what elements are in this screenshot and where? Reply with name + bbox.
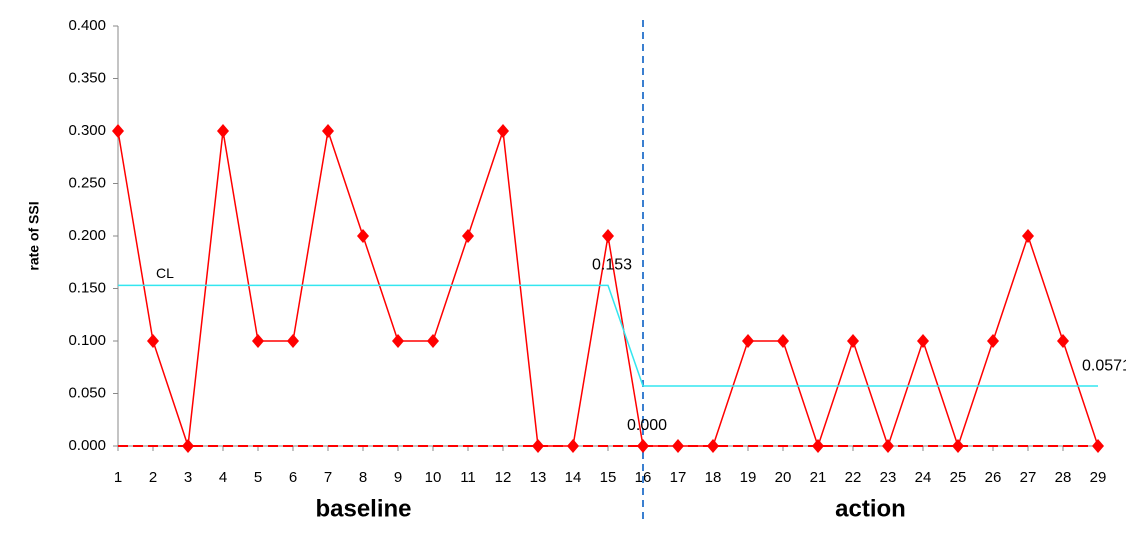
- data-point: [287, 334, 299, 348]
- x-tick-label: 14: [565, 469, 582, 486]
- x-tick-label: 11: [460, 469, 476, 486]
- value-label: 0.0571: [1082, 357, 1126, 374]
- x-tick-label: 27: [1020, 469, 1037, 486]
- data-point: [357, 229, 369, 243]
- data-point: [1057, 334, 1069, 348]
- data-point: [1022, 229, 1034, 243]
- data-point: [252, 334, 264, 348]
- y-tick-label: 0.150: [68, 279, 106, 296]
- data-point: [147, 334, 159, 348]
- data-point: [602, 229, 614, 243]
- x-tick-label: 17: [670, 469, 687, 486]
- data-point: [322, 124, 334, 138]
- data-point: [217, 124, 229, 138]
- x-tick-label: 23: [880, 469, 897, 486]
- x-tick-label: 7: [324, 469, 332, 486]
- y-tick-label: 0.200: [68, 227, 106, 244]
- x-tick-label: 19: [740, 469, 757, 486]
- y-axis-label: rate of SSI: [26, 201, 42, 270]
- data-point: [987, 334, 999, 348]
- y-tick-label: 0.400: [68, 17, 106, 34]
- x-tick-label: 18: [705, 469, 722, 486]
- x-tick-label: 9: [394, 469, 402, 486]
- data-point: [112, 124, 124, 138]
- x-tick-label: 15: [600, 469, 617, 486]
- y-tick-label: 0.250: [68, 174, 106, 191]
- value-label: 0.000: [627, 417, 667, 434]
- x-tick-label: 13: [530, 469, 547, 486]
- x-tick-label: 1: [114, 469, 122, 486]
- series-line: [117, 130, 1099, 449]
- data-point: [462, 229, 474, 243]
- x-tick-label: 8: [359, 469, 367, 486]
- x-tick-label: 2: [149, 469, 157, 486]
- x-tick-label: 10: [425, 469, 442, 486]
- data-point: [917, 334, 929, 348]
- data-point: [777, 334, 789, 348]
- y-tick-label: 0.300: [68, 122, 106, 139]
- series-line: [118, 284, 1098, 387]
- x-tick-label: 21: [810, 469, 827, 486]
- x-tick-label: 4: [219, 469, 227, 486]
- data-point: [427, 334, 439, 348]
- phase-label: action: [835, 495, 906, 522]
- x-tick-label: 29: [1090, 469, 1107, 486]
- x-tick-label: 26: [985, 469, 1002, 486]
- x-tick-label: 6: [289, 469, 297, 486]
- data-point: [847, 334, 859, 348]
- x-tick-label: 25: [950, 469, 967, 486]
- data-point: [742, 334, 754, 348]
- x-tick-label: 28: [1055, 469, 1072, 486]
- y-tick-label: 0.050: [68, 384, 106, 401]
- x-tick-label: 22: [845, 469, 862, 486]
- phase-label: baseline: [315, 495, 411, 522]
- x-tick-label: 12: [495, 469, 512, 486]
- y-tick-label: 0.100: [68, 332, 106, 349]
- y-tick-label: 0.350: [68, 69, 106, 86]
- x-tick-label: 20: [775, 469, 792, 486]
- x-tick-label: 24: [915, 469, 932, 486]
- data-point: [497, 124, 509, 138]
- y-tick-label: 0.000: [68, 437, 106, 454]
- x-tick-label: 5: [254, 469, 262, 486]
- value-label: 0.153: [592, 257, 632, 274]
- series-label: CL: [156, 265, 174, 281]
- data-point: [392, 334, 404, 348]
- x-tick-label: 3: [184, 469, 192, 486]
